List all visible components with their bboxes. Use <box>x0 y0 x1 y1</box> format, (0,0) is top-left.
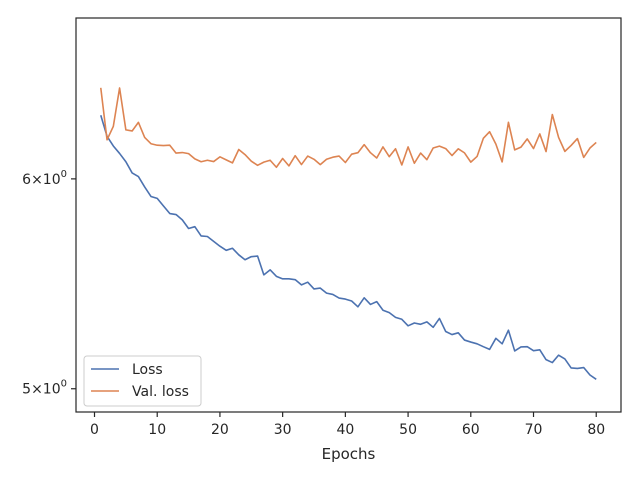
x-tick-label: 50 <box>399 422 417 438</box>
y-tick-label: 5×100 <box>22 379 67 398</box>
legend: Loss Val. loss <box>83 355 202 407</box>
legend-label-1: Loss <box>132 362 163 378</box>
x-tick-label: 20 <box>211 422 229 438</box>
x-tick-label: 10 <box>148 422 166 438</box>
x-tick-label: 80 <box>587 422 605 438</box>
x-tick-label: 30 <box>274 422 292 438</box>
series-line-2 <box>99 87 597 169</box>
x-tick-label: 0 <box>90 422 99 438</box>
y-ticks: 5×100 6×100 <box>22 169 76 398</box>
series-layer <box>99 87 597 380</box>
x-axis-label: Epochs <box>322 445 376 463</box>
legend-label-2: Val. loss <box>132 384 189 400</box>
x-tick-label: 60 <box>462 422 480 438</box>
y-tick-label: 6×100 <box>22 169 67 188</box>
x-ticks: 0 10 20 30 40 50 60 70 80 <box>90 412 605 438</box>
series-line-1 <box>100 115 597 380</box>
x-tick-label: 70 <box>525 422 543 438</box>
x-tick-label: 40 <box>336 422 354 438</box>
axes-frame <box>75 17 622 413</box>
